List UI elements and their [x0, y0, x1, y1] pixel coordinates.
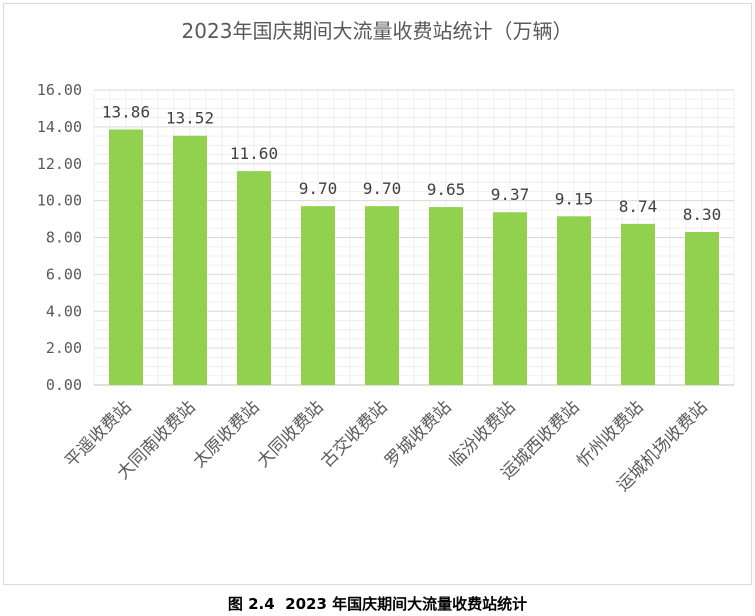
data-label: 9.15 [555, 189, 594, 208]
bar [237, 171, 271, 385]
bar [109, 129, 143, 385]
data-label: 9.70 [363, 179, 402, 198]
y-tick-label: 6.00 [46, 265, 82, 283]
y-tick-label: 14.00 [37, 118, 82, 136]
data-labels: 13.86 13.52 11.60 9.70 9.70 9.65 9.37 9.15 8.74 8… [102, 102, 721, 224]
y-tick-label: 4.00 [46, 302, 82, 320]
bar-chart: 2023年国庆期间大流量收费站统计（万辆） 0.00 2.00 4.00 6.00 8.… [3, 3, 752, 585]
bar [365, 206, 399, 385]
y-tick-label: 0.00 [46, 376, 82, 394]
y-tick-label: 12.00 [37, 155, 82, 173]
bar [621, 223, 655, 385]
data-label: 9.37 [491, 185, 530, 204]
bar [301, 206, 335, 385]
bar [493, 212, 527, 385]
y-tick-label: 2.00 [46, 339, 82, 357]
bar [173, 135, 207, 385]
data-label: 9.70 [299, 179, 338, 198]
bars [109, 129, 719, 385]
chart-title: 2023年国庆期间大流量收费站统计（万辆） [182, 19, 573, 43]
figure-caption: 图 2.4 2023 年国庆期间大流量收费站统计 [227, 595, 528, 613]
data-label: 9.65 [427, 180, 466, 199]
y-tick-label: 16.00 [37, 81, 82, 99]
y-tick-label: 10.00 [37, 192, 82, 210]
data-label: 13.86 [102, 102, 150, 121]
y-tick-label: 8.00 [46, 229, 82, 247]
data-label: 8.30 [683, 205, 722, 224]
y-axis: 0.00 2.00 4.00 6.00 8.00 10.00 12.00 14.00 16.00 [37, 81, 82, 394]
bar [429, 207, 463, 385]
data-label: 11.60 [230, 144, 278, 163]
data-label: 8.74 [619, 197, 658, 216]
bar [557, 216, 591, 385]
data-label: 13.52 [166, 109, 214, 128]
bar [685, 231, 719, 385]
